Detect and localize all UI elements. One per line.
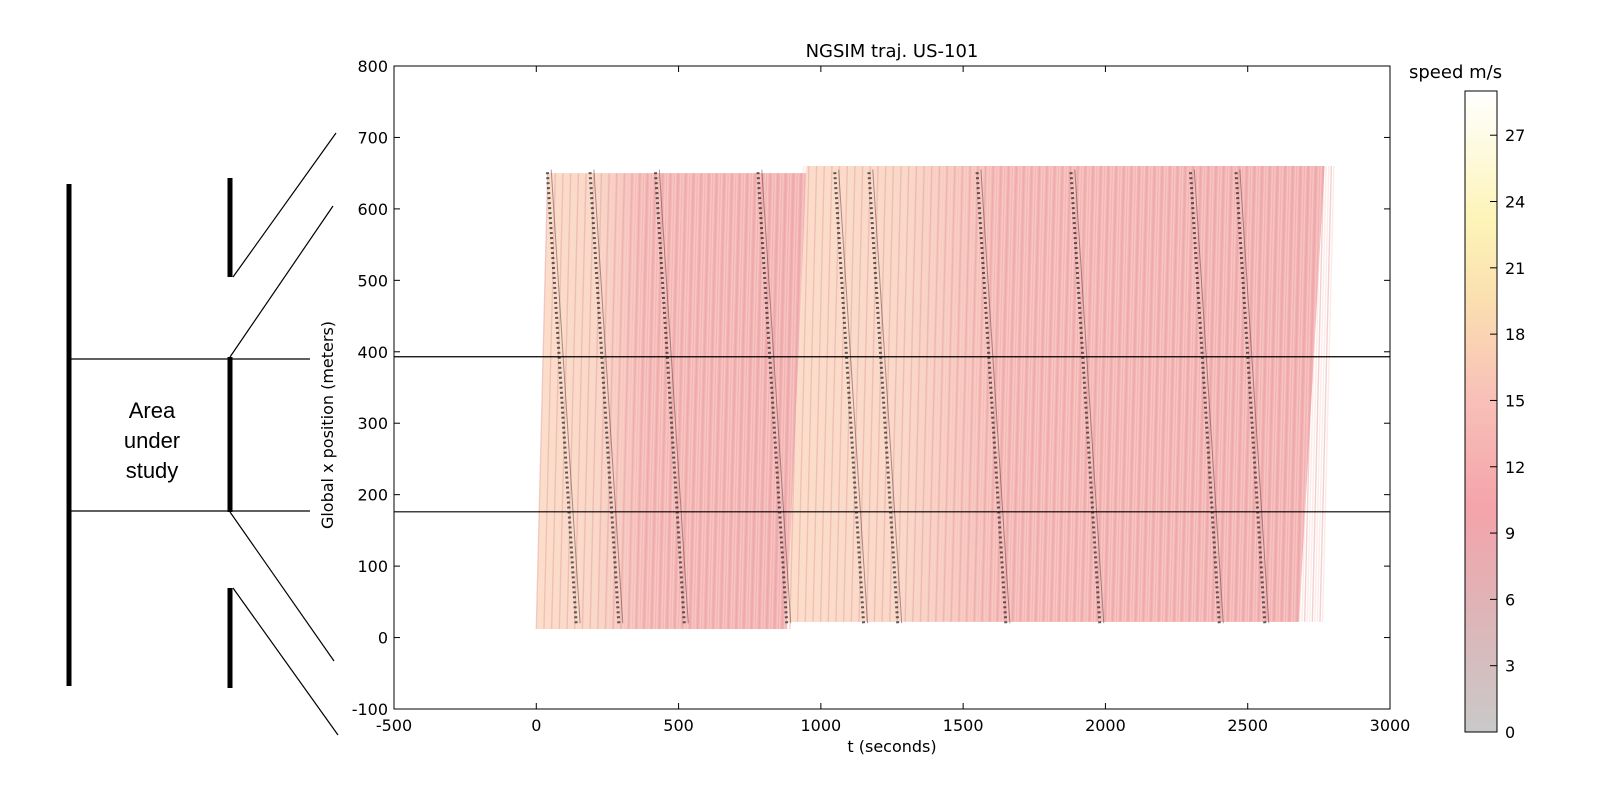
- congestion-wave-0: [545, 169, 578, 624]
- congestion-wave-6: [975, 169, 1008, 624]
- y-tick-label: 700: [357, 128, 388, 147]
- y-tick-label: 300: [357, 414, 388, 433]
- y-tick-label: 800: [357, 57, 388, 76]
- area-label-line: study: [125, 458, 179, 483]
- congestion-wave-7: [1069, 169, 1102, 624]
- ramp-line: [232, 132, 337, 278]
- area-under-study-label: Area under study: [86, 396, 218, 486]
- x-axis-label: t (seconds): [847, 737, 936, 756]
- x-tick-label: 1500: [943, 716, 984, 735]
- y-tick-label: 600: [357, 200, 388, 219]
- congestion-wave-9: [1234, 169, 1267, 624]
- x-tick-label: 2000: [1085, 716, 1126, 735]
- ramp-line: [229, 205, 334, 358]
- colorbar-gradient: [1464, 90, 1498, 733]
- colorbar-tick-label: 6: [1505, 590, 1515, 609]
- congestion-wave-8: [1188, 169, 1221, 624]
- x-tick-label: 3000: [1370, 716, 1411, 735]
- ramp-line: [229, 511, 335, 662]
- y-tick-label: 100: [357, 557, 388, 576]
- congestion-wave-4: [833, 169, 866, 624]
- ramp-line: [232, 587, 339, 736]
- y-axis-label: Global x position (meters): [318, 321, 337, 529]
- area-label-line: under: [123, 428, 181, 453]
- colorbar-tick-label: 3: [1505, 657, 1515, 676]
- y-tick-label: 200: [357, 486, 388, 505]
- colorbar-ticks: 0 3 6 9 12 15 18 21 24 27: [1490, 126, 1525, 742]
- chart-title: NGSIM traj. US-101: [806, 41, 979, 62]
- y-tick-label: 500: [357, 271, 388, 290]
- colorbar-tick-label: 21: [1505, 259, 1525, 278]
- colorbar-label: speed m/s: [1409, 62, 1502, 83]
- x-tick-label: 2500: [1227, 716, 1268, 735]
- colorbar-tick-label: 24: [1505, 193, 1525, 212]
- congestion-wave-2: [653, 169, 686, 624]
- colorbar-tick-label: 12: [1505, 458, 1525, 477]
- plot-frame: [393, 65, 1391, 710]
- colorbar: speed m/s 0 3 6 9 12 15 18 21 24 27: [1409, 62, 1525, 742]
- trajectory-region: [535, 166, 1335, 629]
- colorbar-tick-label: 15: [1505, 391, 1525, 410]
- x-tick-label: 500: [663, 716, 694, 735]
- colorbar-tick-label: 27: [1505, 126, 1525, 145]
- colorbar-tick-label: 9: [1505, 524, 1515, 543]
- y-tick-label: 400: [357, 343, 388, 362]
- trajectory-texture: [535, 166, 1335, 629]
- road-diagram: [66, 132, 339, 736]
- x-tick-label: -500: [376, 716, 412, 735]
- y-axis-label-group: Global x position (meters): [314, 310, 350, 540]
- y-axis-ticks: -100 0 100 200 300 400 500 600 700 800: [352, 57, 1390, 719]
- congestion-wave-3: [756, 169, 789, 624]
- reference-lines: [394, 356, 1390, 513]
- y-tick-label: -100: [352, 700, 388, 719]
- x-tick-label: 0: [531, 716, 541, 735]
- x-axis-ticks: -500 0 500 1000 1500 2000 2500 3000: [376, 66, 1411, 735]
- x-tick-label: 1000: [800, 716, 841, 735]
- area-label-line: Area: [128, 398, 176, 423]
- congestion-waves: [545, 169, 1270, 624]
- y-tick-label: 0: [378, 629, 388, 648]
- colorbar-tick-label: 18: [1505, 325, 1525, 344]
- colorbar-tick-label: 0: [1505, 723, 1515, 742]
- congestion-wave-1: [588, 169, 621, 624]
- congestion-wave-5: [867, 169, 900, 624]
